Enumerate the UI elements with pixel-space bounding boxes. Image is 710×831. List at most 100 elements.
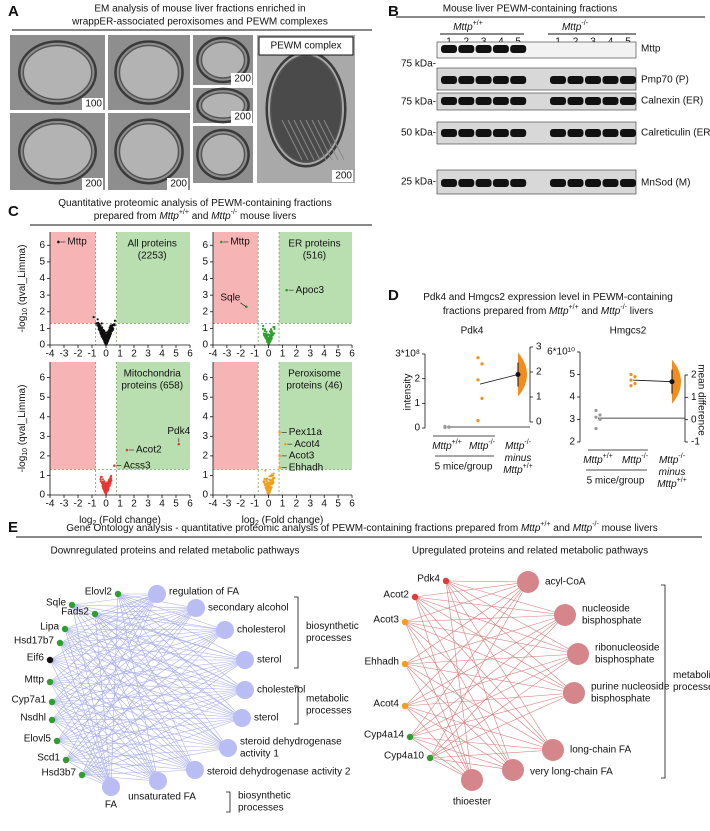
mutant-point — [629, 384, 633, 388]
plot-name: All proteins — [127, 239, 176, 250]
x-axis-title-part: (Fold change) — [259, 515, 323, 526]
x-tick-label: -1 — [88, 349, 97, 360]
panel-letter: A — [8, 3, 19, 20]
highlight-point — [285, 288, 288, 292]
network-edge — [71, 604, 229, 749]
protein-point — [268, 489, 272, 492]
group-label: processes — [238, 803, 284, 814]
protein-point — [265, 486, 268, 489]
network-edge — [414, 596, 575, 694]
band — [550, 129, 566, 137]
band — [475, 45, 492, 53]
network-edge — [51, 593, 158, 703]
y-tick-label: 2 — [202, 451, 208, 462]
em-organelle — [200, 41, 246, 79]
x-tick-label: 1 — [280, 349, 286, 360]
scale-bar-label: 200 — [234, 112, 251, 123]
band — [510, 129, 527, 137]
em-texture — [281, 119, 303, 161]
group-label-part: Mttp — [503, 465, 523, 476]
x-tick-label: 0 — [103, 349, 109, 360]
panel-title-part: fractions prepared from — [443, 306, 549, 317]
x-tick-label: 2 — [131, 499, 137, 510]
group-label-part: -/- — [678, 453, 685, 460]
network-edge — [64, 628, 229, 749]
network-edge — [409, 736, 514, 771]
highlight-point — [57, 240, 60, 244]
x-tick-label: -4 — [209, 349, 218, 360]
pathway-node — [149, 772, 167, 790]
network-edge — [49, 593, 158, 661]
network-edge — [404, 705, 554, 751]
y-tick-label: 1 — [39, 323, 45, 334]
pathway-node — [102, 778, 120, 796]
network-edge — [404, 653, 579, 707]
panel-title-part: -/- — [592, 521, 599, 528]
band — [510, 97, 527, 105]
panel-title-part: and — [189, 211, 211, 222]
control-point — [598, 417, 602, 422]
panel-letter: E — [8, 519, 18, 536]
em-texture — [287, 119, 309, 161]
y-tick-label: 2 — [39, 451, 45, 462]
pathway-label: bisphosphate — [582, 616, 642, 627]
network-edge — [404, 621, 575, 694]
network-edge — [445, 580, 575, 694]
protein-point — [102, 485, 105, 488]
network-edge — [409, 736, 554, 751]
band — [602, 129, 619, 137]
pathway-node — [461, 769, 483, 791]
pathway-label: unsaturated FA — [128, 792, 196, 803]
network-edge — [59, 642, 159, 782]
bracket — [226, 791, 231, 813]
pathway-node — [554, 604, 576, 626]
y-tick-label: 3 — [202, 431, 208, 442]
control-point — [594, 408, 598, 413]
y-tick-label: 6 — [39, 372, 45, 383]
panel-title-part: prepared from — [94, 211, 160, 222]
gene-label: Nsdhl — [20, 713, 46, 724]
pathway-node — [216, 621, 234, 639]
y-axis-title-part: -log — [17, 456, 28, 473]
panel-title-part: -/- — [620, 304, 627, 311]
panel-title-part: Pdk4 and Hmgcs2 expression level in PEWM… — [423, 292, 673, 303]
protein-point — [109, 330, 112, 333]
network-edge — [64, 628, 112, 788]
network-edge — [117, 593, 229, 749]
mean-line — [479, 374, 519, 385]
mutant-point — [476, 356, 480, 360]
protein-point — [264, 332, 267, 336]
network-edge — [81, 717, 243, 776]
y-tick-label: 6*10¹⁰ — [547, 347, 575, 358]
protein-point — [96, 324, 99, 327]
genotype-label-part: +/+ — [473, 20, 483, 27]
up-region — [279, 232, 352, 324]
y2-tick-label: -1 — [691, 437, 700, 448]
group-label: Mttp+/+ — [503, 463, 533, 475]
band — [550, 179, 566, 187]
x-tick-label: 1 — [117, 349, 123, 360]
gene-label: Mttp — [67, 237, 87, 248]
y2-tick-label: 2 — [536, 367, 542, 378]
protein-point — [263, 480, 266, 483]
network-edge — [404, 705, 514, 771]
group-label-part: Mttp — [583, 455, 603, 466]
genotype-label-part: -/- — [581, 20, 588, 27]
y2-tick-label: 1 — [691, 392, 697, 403]
gene-label: Cyp7a1 — [12, 695, 47, 706]
protein-point — [99, 328, 102, 331]
group-note: 5 mice/group — [435, 462, 493, 473]
plot-name: proteins (658) — [121, 381, 183, 392]
x-tick-label: -2 — [74, 499, 83, 510]
x-tick-label: -1 — [250, 499, 259, 510]
protein-point — [267, 338, 270, 342]
pathway-label: sterol — [254, 713, 278, 724]
scale-bar-label: 100 — [85, 99, 102, 110]
y-tick-label: 5 — [569, 369, 575, 380]
x-tick-label: 3 — [308, 349, 314, 360]
em-organelle — [118, 123, 180, 180]
protein-point — [273, 327, 276, 331]
up-region — [116, 362, 190, 470]
group-label: minus — [659, 467, 686, 478]
network-edge — [81, 774, 159, 782]
